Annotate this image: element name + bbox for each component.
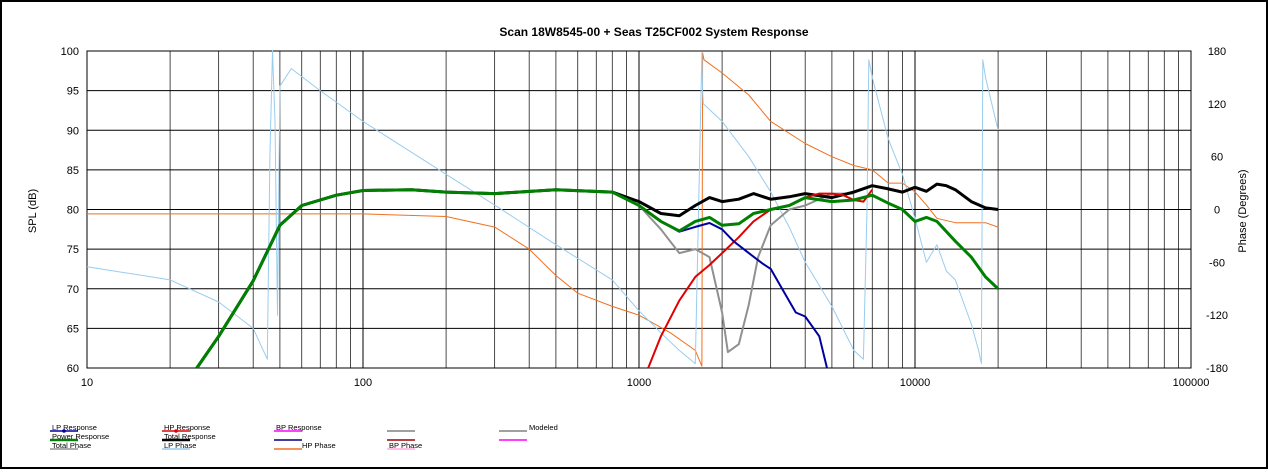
y2-tick-label: 60: [1211, 152, 1223, 164]
legend-label: LP Phase: [164, 441, 196, 450]
y2-tick-label: -60: [1209, 257, 1225, 269]
series-line-hp-phase: [87, 52, 999, 367]
legend-label: Total Phase: [52, 441, 91, 450]
y-tick-label: 100: [61, 46, 79, 58]
legend-label: Modeled: [529, 423, 558, 432]
y2-tick-label: 180: [1208, 46, 1226, 58]
x-tick-label: 10: [81, 377, 93, 389]
chart-title: Scan 18W8545-00 + Seas T25CF002 System R…: [499, 25, 808, 39]
legend-label: LP Response: [52, 423, 97, 432]
series-line-power-response: [195, 188, 1000, 369]
x-tick-label: 1000: [627, 377, 651, 389]
series-lines: [86, 50, 1000, 369]
legend-marker: [174, 429, 178, 433]
y-tick-label: 70: [67, 284, 79, 296]
axis-tick-labels: 60 65 70 75 80 85 90 95 100 -180 -120 -60 0 60 120 180 1…: [61, 46, 1228, 389]
y2-tick-label: 120: [1208, 99, 1226, 111]
x-tick-label: 100000: [1173, 377, 1210, 389]
y2-tick-label: -120: [1206, 310, 1228, 322]
y2-tick-label: -180: [1206, 363, 1228, 375]
series-line-total-phase: [638, 192, 854, 354]
x-tick-label: 10000: [900, 377, 931, 389]
legend-label: BP Response: [276, 423, 322, 432]
y-tick-label: 85: [67, 165, 79, 177]
plot-grid: [86, 50, 1192, 369]
y-tick-label: 65: [67, 323, 79, 335]
series-line-lp-phase: [86, 50, 999, 365]
legend-label: HP Phase: [302, 441, 336, 450]
legend-marker: [62, 429, 66, 433]
x-tick-label: 100: [354, 377, 372, 389]
legend-label: HP Response: [164, 423, 210, 432]
y-tick-label: 75: [67, 244, 79, 256]
legend-label: Power Response: [52, 432, 109, 441]
y-tick-label: 60: [67, 363, 79, 375]
legend: LP Response HP Response BP Response Modeled…: [50, 423, 558, 450]
legend-label: Total Response: [164, 432, 216, 441]
y-tick-label: 90: [67, 125, 79, 137]
y-tick-label: 95: [67, 86, 79, 98]
y-tick-label: 80: [67, 205, 79, 217]
y2-axis-label: Phase (Degrees): [1237, 169, 1249, 252]
y-axis-label: SPL (dB): [27, 189, 39, 233]
y2-tick-label: 0: [1214, 205, 1220, 217]
legend-label: BP Phase: [389, 441, 422, 450]
